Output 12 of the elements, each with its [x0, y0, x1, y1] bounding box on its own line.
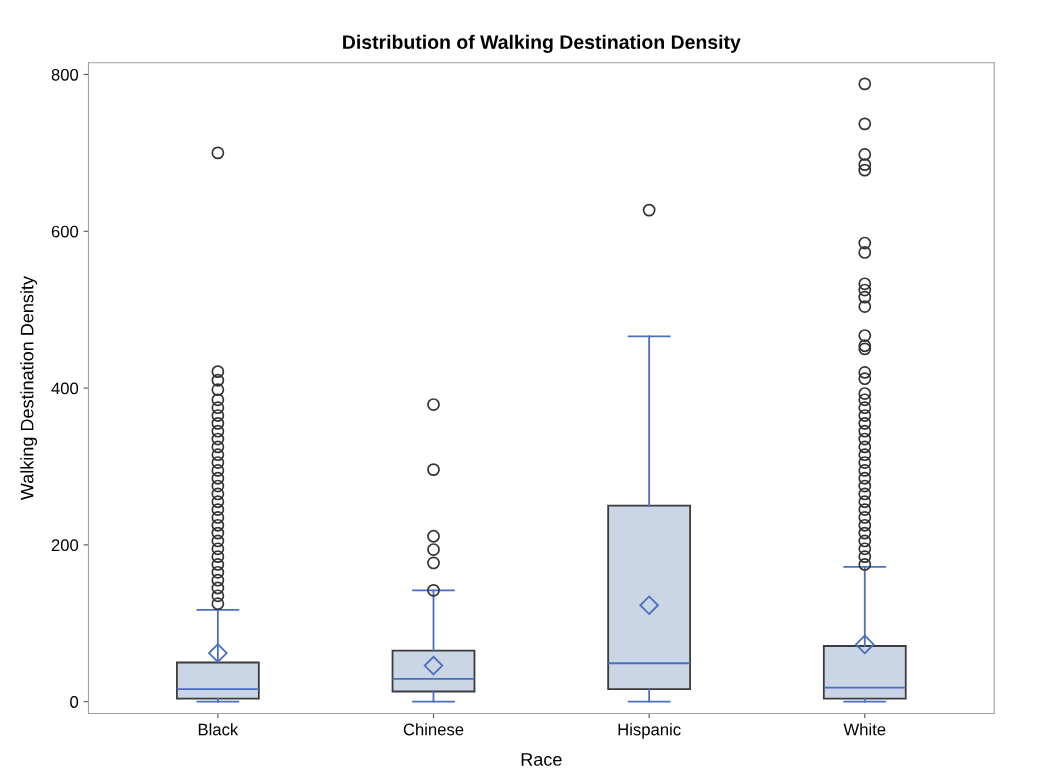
y-tick-label: 400	[51, 382, 79, 395]
chart-title: Distribution of Walking Destination Density	[343, 34, 741, 53]
y-tick-label: 0	[70, 696, 79, 708]
x-tick-label: Black	[198, 723, 239, 736]
x-axis-title: Race	[521, 753, 562, 766]
x-tick-label: Hispanic	[618, 723, 681, 739]
y-tick-label: 800	[51, 68, 79, 81]
y-tick-label: 600	[51, 225, 79, 238]
y-axis-title: Walking Destination Density	[20, 276, 38, 501]
x-tick-label: White	[843, 723, 886, 736]
x-tick-label: Chinese	[403, 723, 464, 736]
y-tick-label: 200	[51, 539, 79, 552]
